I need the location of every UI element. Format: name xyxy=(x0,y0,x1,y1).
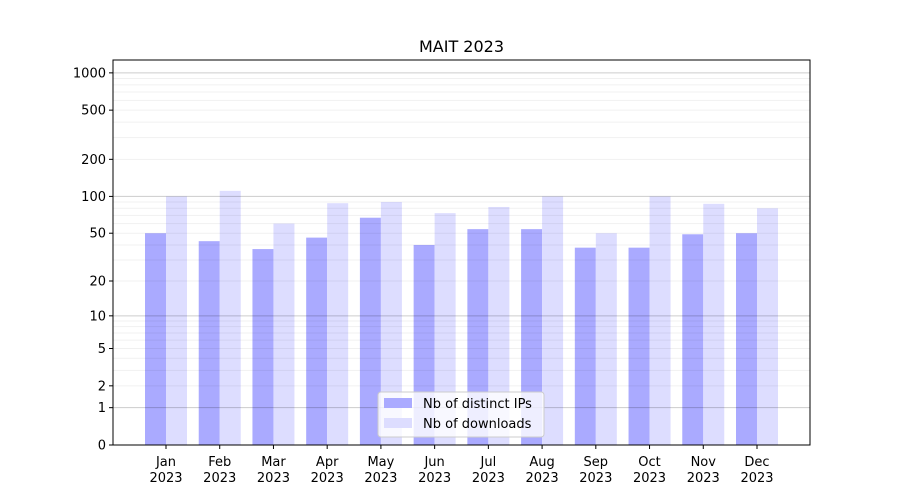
bar-downloads xyxy=(488,206,510,445)
bar-ips xyxy=(682,234,704,445)
y-tick-label: 2 xyxy=(98,379,106,394)
bar-downloads xyxy=(542,196,564,445)
y-tick-label: 50 xyxy=(89,227,106,242)
bar-downloads xyxy=(273,223,295,445)
bar-downloads xyxy=(434,213,456,445)
legend-swatch xyxy=(384,418,412,428)
y-tick-label: 200 xyxy=(81,153,106,168)
x-tick-label: Mar xyxy=(261,455,286,470)
chart-title: MAIT 2023 xyxy=(419,37,504,56)
bar-downloads xyxy=(649,196,671,445)
x-tick-label: 2023 xyxy=(633,471,666,486)
plot-frame xyxy=(112,59,811,446)
x-tick-label: Apr xyxy=(316,455,339,470)
x-tick-label: Oct xyxy=(638,455,660,470)
x-tick-label: 2023 xyxy=(687,471,720,486)
bar-downloads xyxy=(703,203,725,445)
x-tick-label: 2023 xyxy=(257,471,290,486)
bar-ips xyxy=(198,241,220,445)
bar-downloads xyxy=(219,190,241,445)
bar-ips xyxy=(467,229,489,445)
bar-downloads xyxy=(757,208,778,445)
x-tick-label: Sep xyxy=(584,455,609,470)
x-tick-label: 2023 xyxy=(149,471,182,486)
y-tick-label: 500 xyxy=(81,104,106,119)
y-tick-label: 100 xyxy=(81,190,106,205)
y-tick-label: 1 xyxy=(98,401,106,416)
y-tick-label: 5 xyxy=(98,342,106,357)
bar-downloads xyxy=(595,233,617,445)
y-tick-label: 20 xyxy=(89,275,106,290)
legend-label: Nb of distinct IPs xyxy=(423,397,532,412)
x-tick-label: 2023 xyxy=(579,471,612,486)
x-tick-label: 2023 xyxy=(526,471,559,486)
x-tick-label: Dec xyxy=(744,455,769,470)
bar-ips xyxy=(252,249,274,445)
bar-ips xyxy=(574,247,596,445)
x-tick-label: Jun xyxy=(423,455,444,470)
x-tick-label: 2023 xyxy=(203,471,236,486)
x-tick-label: 2023 xyxy=(364,471,397,486)
x-tick-label: Aug xyxy=(529,455,554,470)
x-tick-label: 2023 xyxy=(418,471,451,486)
x-tick-label: Jul xyxy=(480,455,497,470)
x-tick-label: 2023 xyxy=(740,471,773,486)
x-tick-label: May xyxy=(367,455,394,470)
x-tick-label: Nov xyxy=(691,455,717,470)
y-tick-label: 1000 xyxy=(73,66,106,81)
bar-ips xyxy=(628,247,650,445)
bar-ips xyxy=(306,237,328,445)
bar-ips xyxy=(736,233,757,445)
x-tick-label: Jan xyxy=(155,455,176,470)
y-tick-label: 10 xyxy=(89,309,106,324)
legend xyxy=(377,391,545,438)
bar-ips xyxy=(145,233,166,445)
legend-swatch xyxy=(384,398,412,408)
y-tick-label: 0 xyxy=(98,439,106,454)
x-tick-label: Feb xyxy=(208,455,231,470)
bar-downloads xyxy=(327,203,349,445)
x-tick-label: 2023 xyxy=(311,471,344,486)
bar-ips xyxy=(521,229,543,445)
x-tick-label: 2023 xyxy=(472,471,505,486)
bar-ips xyxy=(359,217,381,445)
legend-label: Nb of downloads xyxy=(423,417,532,432)
bar-downloads xyxy=(166,196,187,445)
bar-downloads xyxy=(380,202,402,445)
